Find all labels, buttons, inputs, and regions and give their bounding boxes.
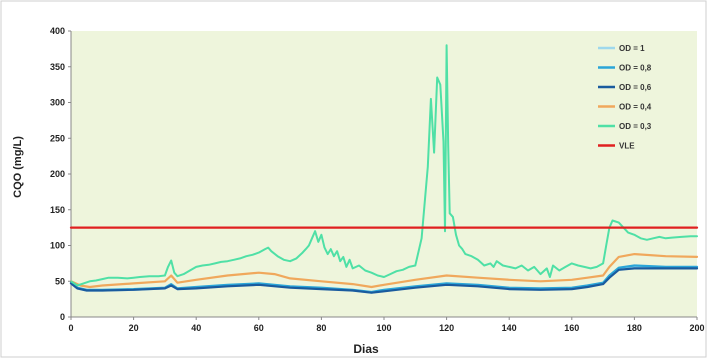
legend-label: OD = 0,8 [619, 64, 652, 73]
series-line-3 [69, 253, 699, 289]
x-tick-label: 0 [68, 323, 73, 333]
x-axis-label: Dias [353, 342, 379, 356]
x-tick-label: 20 [129, 323, 139, 333]
x-tick-label: 140 [502, 323, 517, 333]
y-tick-label: 50 [55, 276, 65, 286]
x-tick-label: 200 [689, 323, 704, 333]
series-layer [69, 44, 699, 294]
y-tick-label: 300 [50, 98, 65, 108]
x-tick-label: 120 [439, 323, 454, 333]
x-tick-label: 40 [191, 323, 201, 333]
x-tick-label: 160 [564, 323, 579, 333]
series-line-4 [70, 44, 698, 287]
x-tick-label: 60 [254, 323, 264, 333]
y-tick-label: 250 [50, 133, 65, 143]
legend-label: VLE [619, 142, 635, 151]
y-axis-label: CQO (mg/L) [12, 136, 24, 198]
x-tick-label: 80 [316, 323, 326, 333]
y-tick-label: 200 [50, 169, 65, 179]
legend-label: OD = 0,3 [619, 122, 652, 131]
y-tick-label: 350 [50, 62, 65, 72]
series-line-2 [69, 267, 699, 294]
y-tick-label: 400 [50, 26, 65, 36]
tick-labels: 0 20 40 60 80 100 120 140 160 180 200 0 50 100 150 200 2… [50, 26, 705, 333]
y-tick-label: 0 [60, 312, 65, 322]
y-tick-label: 100 [50, 241, 65, 251]
legend-label: OD = 0,6 [619, 83, 652, 92]
legend-label: OD = 1 [619, 44, 645, 53]
y-tick-label: 150 [50, 205, 65, 215]
x-tick-label: 180 [627, 323, 642, 333]
plot-area [71, 31, 697, 317]
legend: OD = 1 OD = 0,8 OD = 0,6 OD = 0,4 OD = 0,3 VL… [598, 44, 652, 151]
legend-label: OD = 0,4 [619, 103, 652, 112]
x-tick-label: 100 [376, 323, 391, 333]
